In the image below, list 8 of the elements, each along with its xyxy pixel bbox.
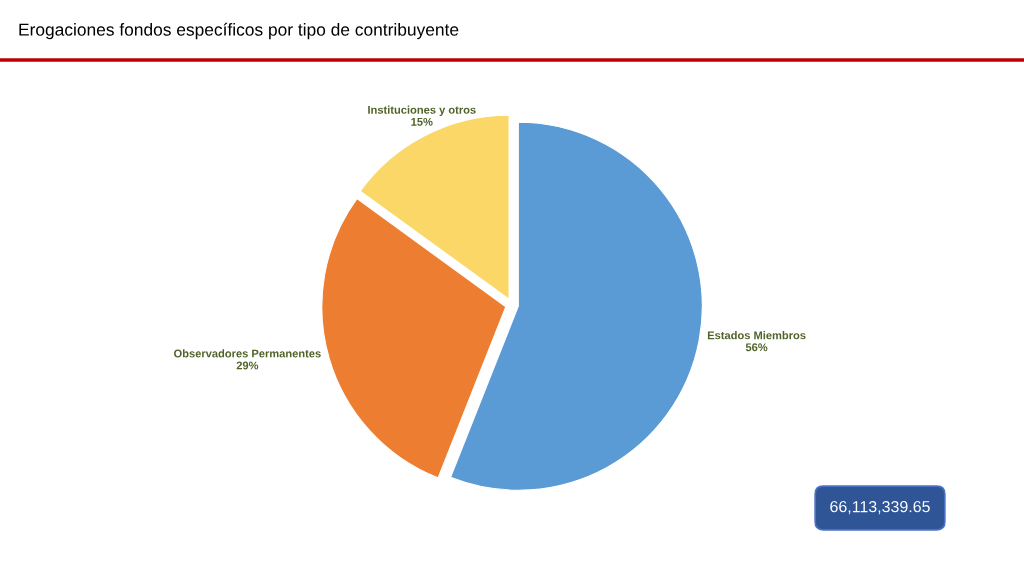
slice-label: Estados Miembros xyxy=(707,331,806,340)
chart-title: Erogaciones fondos específicos por tipo de contribuyente xyxy=(19,22,459,40)
slice-label: Instituciones y otros xyxy=(368,105,476,116)
data-label: 56% xyxy=(745,343,768,352)
text: 66,113,339.65 xyxy=(830,500,930,515)
slice-label: Observadores Permanentes xyxy=(174,349,321,358)
data-label: 15% xyxy=(411,117,433,126)
data-label: 29% xyxy=(236,361,259,370)
